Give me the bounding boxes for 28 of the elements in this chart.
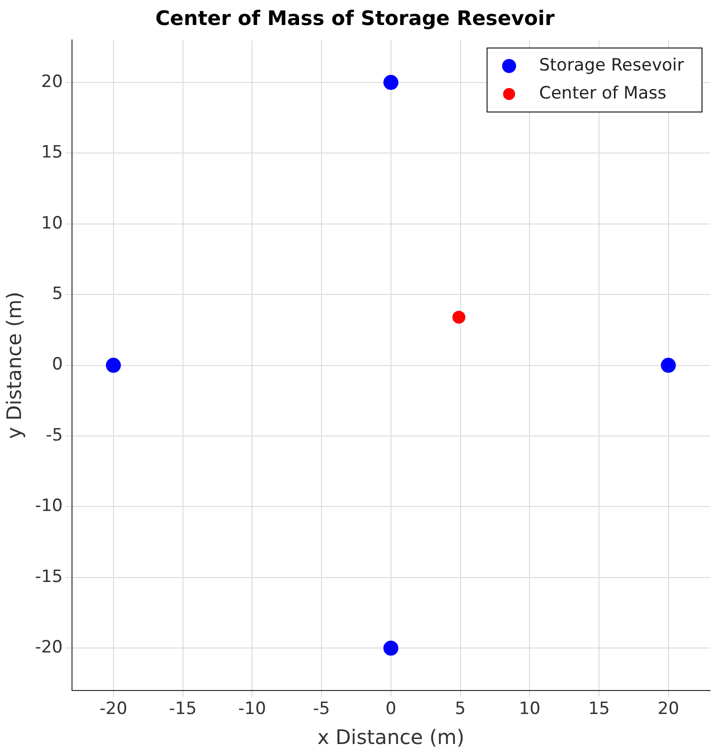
- y-tick-label: -5: [46, 425, 63, 446]
- chart-title: Center of Mass of Storage Resevoir: [155, 6, 555, 30]
- legend-label: Center of Mass: [539, 83, 666, 104]
- x-tick-label: 5: [454, 699, 466, 720]
- x-tick-label: -10: [238, 699, 266, 720]
- y-tick-label: 0: [52, 354, 63, 375]
- x-axis-title: x Distance (m): [317, 725, 464, 750]
- y-tick-label: 5: [52, 284, 63, 304]
- x-tick-label: 20: [658, 699, 680, 720]
- y-tick-label: 15: [41, 142, 63, 163]
- point: [106, 358, 121, 373]
- y-tick-label: -10: [34, 496, 63, 516]
- point: [452, 310, 466, 324]
- y-tick-label: 10: [41, 213, 63, 234]
- point: [660, 358, 676, 373]
- x-tick-label: 15: [588, 699, 610, 720]
- x-tick-label: -20: [100, 699, 128, 720]
- x-tick-label: -15: [168, 699, 197, 720]
- x-tick-label: 10: [518, 699, 540, 720]
- x-tick-label: -5: [313, 699, 330, 720]
- y-axis-title: y Distance (m): [2, 292, 26, 439]
- legend-label: Storage Resevoir: [539, 55, 684, 76]
- y-tick-label: -20: [34, 638, 63, 658]
- x-tick-label: 0: [385, 699, 396, 720]
- y-tick-label: -15: [34, 566, 63, 587]
- y-tick-label: 20: [41, 72, 63, 92]
- point: [383, 74, 398, 90]
- point: [383, 640, 398, 656]
